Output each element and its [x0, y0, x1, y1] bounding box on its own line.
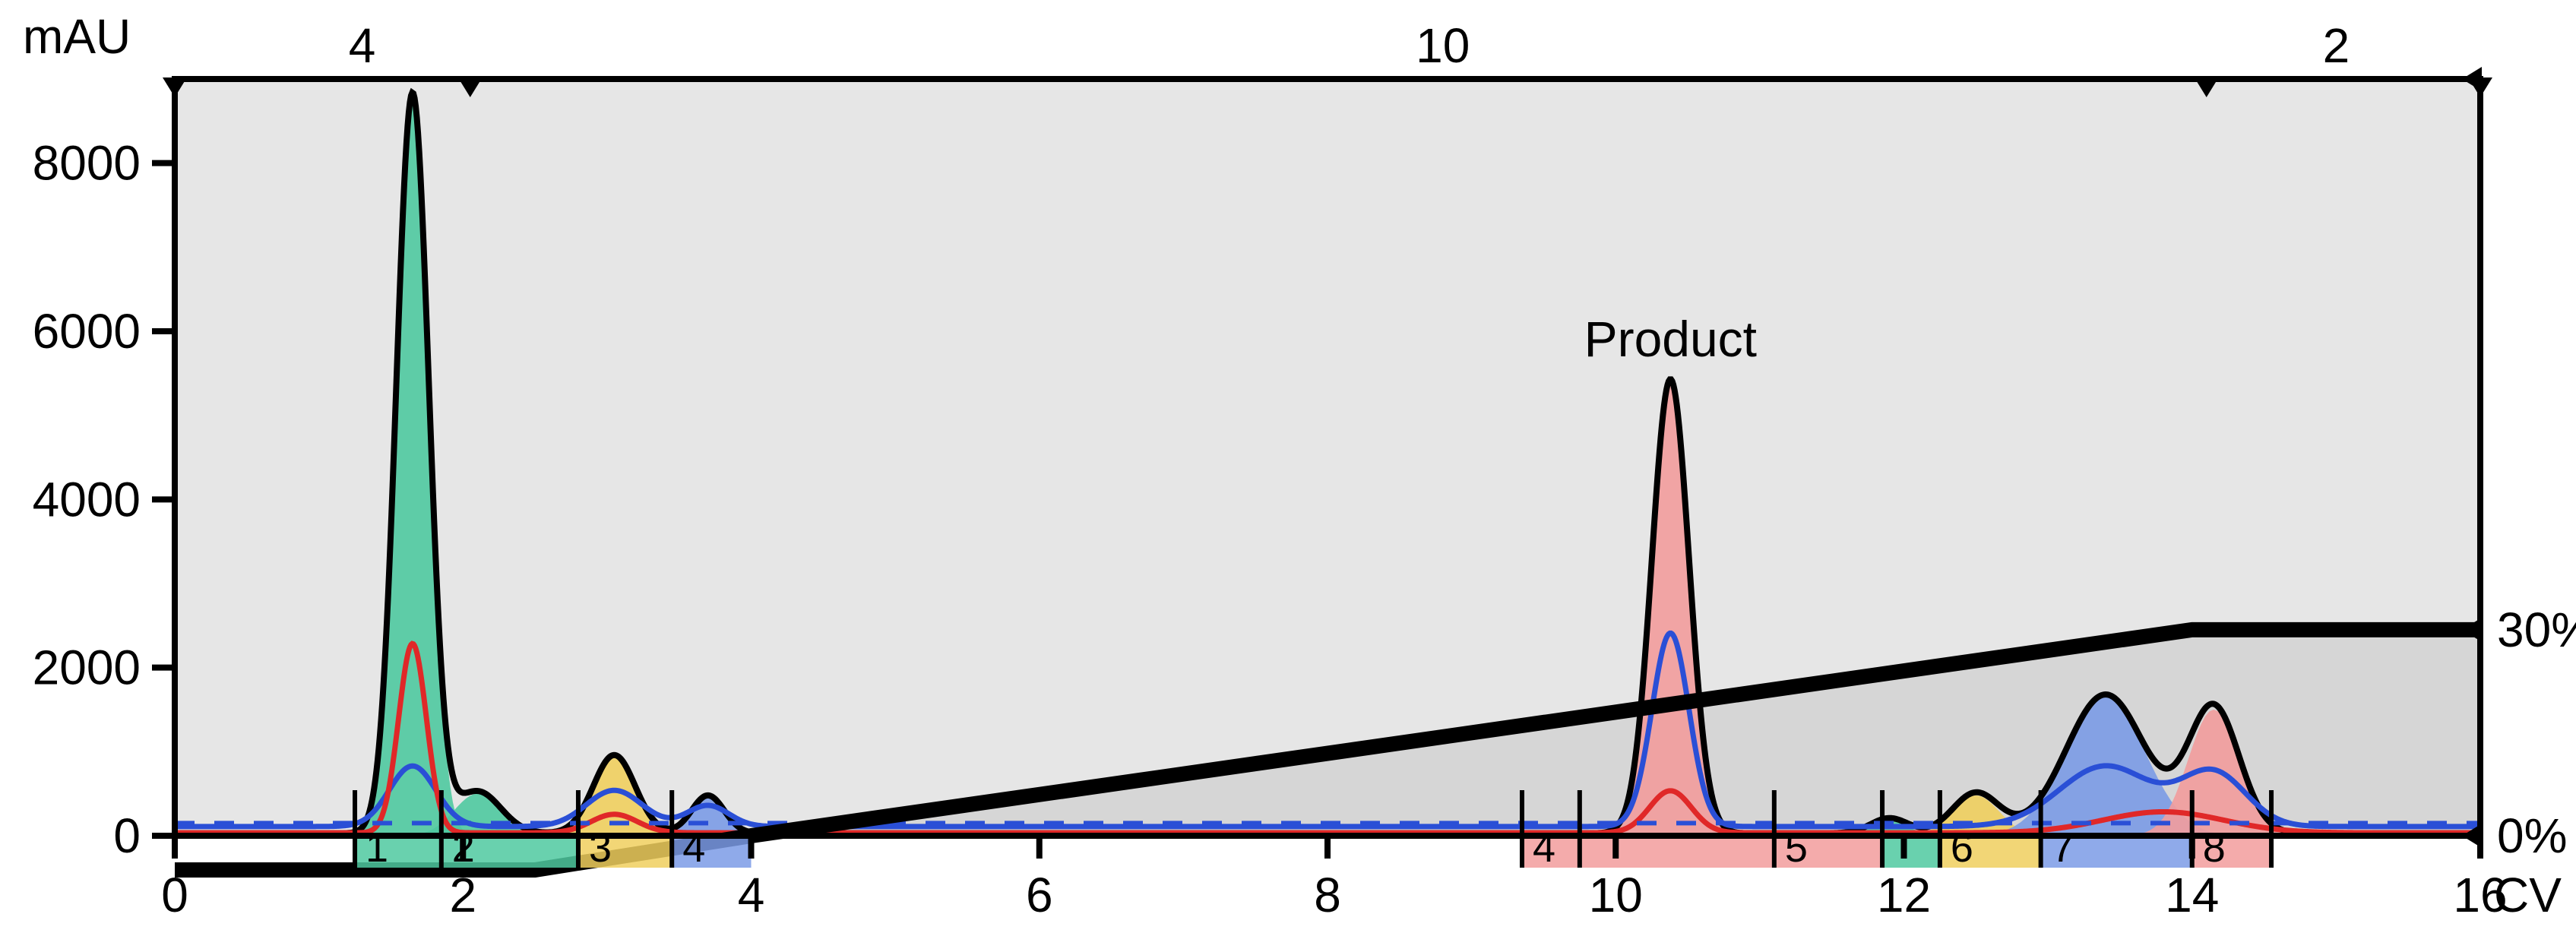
- right-axis-label: 30%: [2497, 603, 2576, 657]
- y-tick-label: 0: [113, 808, 141, 863]
- x-tick-label: 10: [1589, 868, 1643, 922]
- fraction-label: 7: [2052, 825, 2074, 871]
- fraction-label: 8: [2203, 825, 2226, 871]
- phase-count-label: 2: [2323, 18, 2350, 73]
- y-tick-label: 6000: [33, 304, 141, 359]
- right-axis-label: 0%: [2497, 808, 2568, 863]
- x-tick-label: 4: [738, 868, 765, 922]
- fraction-bar: [1580, 834, 1774, 868]
- x-tick-label: 12: [1877, 868, 1931, 922]
- fraction-label: 6: [1951, 825, 1973, 871]
- fraction-bar: [1882, 834, 1940, 868]
- y-tick-label: 2000: [33, 640, 141, 695]
- chromatogram-chart: 123445678020004000600080000246810121416m…: [0, 0, 2576, 952]
- phase-count-label: 10: [1416, 18, 1470, 73]
- x-tick-label: 0: [161, 868, 188, 922]
- x-tick-label: 6: [1026, 868, 1053, 922]
- y-tick-label: 8000: [33, 136, 141, 191]
- x-tick-label: 8: [1314, 868, 1341, 922]
- y-axis-label: mAU: [23, 9, 131, 64]
- y-tick-label: 4000: [33, 472, 141, 527]
- x-axis-label: CV: [2494, 868, 2562, 922]
- x-tick-label: 2: [449, 868, 476, 922]
- x-tick-label: 14: [2165, 868, 2219, 922]
- fraction-label: 4: [1533, 825, 1555, 871]
- fraction-label: 3: [589, 825, 612, 871]
- fraction-label: 5: [1785, 825, 1808, 871]
- fraction-label: 1: [366, 825, 388, 871]
- annotation-label: Product: [1584, 311, 1757, 367]
- phase-count-label: 4: [349, 18, 376, 73]
- fraction-label: 4: [682, 825, 705, 871]
